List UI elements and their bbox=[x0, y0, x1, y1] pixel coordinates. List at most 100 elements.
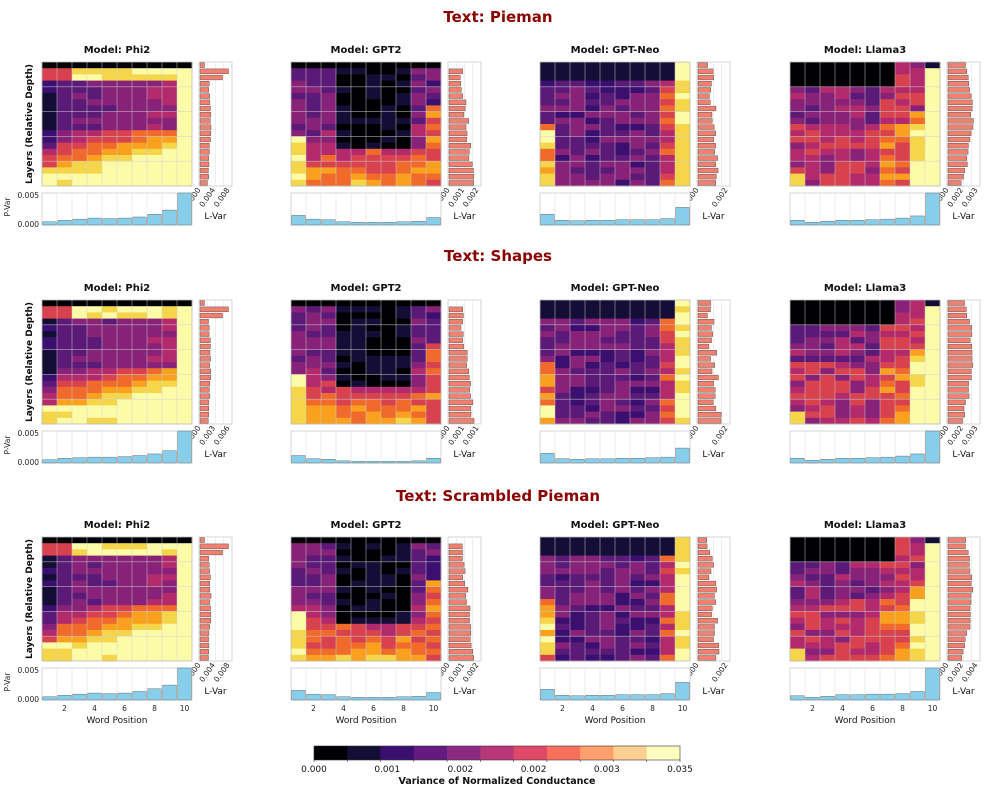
heatmap-cell bbox=[321, 568, 337, 575]
heatmap-cell bbox=[366, 362, 382, 369]
heatmap-cell bbox=[645, 374, 661, 381]
heatmap-cell bbox=[396, 617, 412, 625]
heatmap-cell bbox=[925, 592, 941, 600]
pvar-bar bbox=[645, 457, 660, 464]
lvar-bar bbox=[448, 149, 470, 155]
heatmap-cell bbox=[117, 74, 133, 81]
heatmap-cell bbox=[396, 561, 412, 569]
heatmap-cell bbox=[426, 99, 442, 106]
heatmap-cell bbox=[600, 411, 616, 419]
lvar-bar bbox=[947, 636, 966, 642]
heatmap-cell bbox=[570, 374, 586, 381]
heatmap-cell bbox=[72, 586, 88, 594]
heatmap-cell bbox=[351, 179, 367, 187]
heatmap-cell bbox=[366, 617, 382, 625]
heatmap-cell bbox=[880, 306, 896, 313]
heatmap-cell bbox=[645, 362, 661, 369]
heatmap-cell bbox=[351, 142, 367, 150]
heatmap-cell bbox=[306, 355, 322, 363]
heatmap-cell bbox=[306, 592, 322, 600]
heatmap-cell bbox=[880, 399, 896, 406]
heatmap-cell bbox=[600, 111, 616, 119]
lvar-bar bbox=[448, 549, 463, 556]
lvar-bar bbox=[448, 381, 471, 387]
heatmap-cell bbox=[336, 142, 352, 150]
heatmap-cell bbox=[925, 636, 941, 643]
heatmap-cell bbox=[336, 411, 352, 419]
heatmap-cell bbox=[615, 411, 631, 419]
heatmap-cell bbox=[895, 580, 911, 587]
heatmap-cell bbox=[57, 306, 73, 313]
heatmap-cell bbox=[570, 155, 586, 162]
heatmap-cell bbox=[630, 331, 646, 338]
colorbar-tick-label: 0.002 bbox=[521, 765, 547, 775]
heatmap-cell bbox=[675, 179, 691, 187]
heatmap-cell bbox=[132, 648, 148, 656]
heatmap-cell bbox=[540, 586, 556, 594]
heatmap-cell bbox=[555, 179, 571, 187]
heatmap-cell bbox=[570, 368, 586, 375]
heatmap-cell bbox=[366, 161, 382, 168]
pvar-bar bbox=[925, 667, 940, 701]
word-tick: 4 bbox=[341, 704, 346, 713]
heatmap-cell bbox=[805, 393, 821, 400]
heatmap-cell bbox=[835, 574, 851, 581]
heatmap-cell bbox=[600, 86, 616, 94]
heatmap-cell bbox=[675, 124, 691, 131]
heatmap-cell bbox=[381, 161, 397, 168]
lvar-tick: 0.006 bbox=[212, 424, 232, 447]
heatmap-cell bbox=[72, 130, 88, 137]
heatmap-cell bbox=[630, 580, 646, 587]
lvar-bar bbox=[697, 130, 717, 136]
heatmap-cell bbox=[147, 324, 163, 332]
heatmap-cell bbox=[540, 349, 556, 357]
heatmap-cell bbox=[102, 117, 118, 125]
pvar-bar bbox=[660, 456, 675, 464]
heatmap-cell bbox=[117, 93, 133, 100]
pvar-bars bbox=[789, 192, 941, 226]
heatmap-cell bbox=[132, 599, 148, 606]
colorbar-tick-label: 0.035 bbox=[667, 765, 693, 775]
heatmap-cell bbox=[381, 179, 397, 187]
heatmap-cell bbox=[895, 337, 911, 344]
heatmap-cell bbox=[102, 337, 118, 344]
heatmap-cell bbox=[42, 68, 58, 75]
heatmap-cell bbox=[790, 161, 806, 168]
heatmap-cell bbox=[336, 549, 352, 556]
heatmap-cell bbox=[42, 411, 58, 419]
heatmap-cell bbox=[805, 80, 821, 88]
heatmap-cell bbox=[426, 306, 442, 313]
lvar-bar bbox=[947, 599, 972, 605]
heatmap-cell bbox=[336, 130, 352, 137]
heatmap-cell bbox=[645, 555, 661, 563]
heatmap-cell bbox=[630, 136, 646, 143]
heatmap bbox=[290, 299, 442, 425]
heatmap-cell bbox=[147, 380, 163, 388]
pvar-bar bbox=[555, 458, 570, 464]
pvar-bar bbox=[600, 458, 615, 464]
heatmap-cell bbox=[306, 417, 322, 425]
lvar-bar bbox=[947, 562, 970, 568]
heatmap-cell bbox=[336, 93, 352, 100]
heatmap-cell bbox=[880, 312, 896, 319]
heatmap-cell bbox=[72, 592, 88, 600]
heatmap-cell bbox=[630, 80, 646, 88]
heatmap-cell bbox=[660, 580, 676, 587]
heatmap-cell bbox=[42, 599, 58, 606]
heatmap-cell bbox=[396, 605, 412, 612]
heatmap-cell bbox=[291, 617, 307, 625]
heatmap-cell bbox=[925, 62, 941, 69]
heatmap-cell bbox=[895, 331, 911, 338]
heatmap-cell bbox=[835, 611, 851, 618]
model-title: Model: GPT-Neo bbox=[571, 45, 660, 56]
heatmap-cell bbox=[147, 99, 163, 106]
heatmap-cell bbox=[321, 543, 337, 550]
heatmap-cell bbox=[147, 417, 163, 425]
heatmap-cell bbox=[790, 331, 806, 338]
heatmap-cell bbox=[585, 161, 601, 168]
heatmap-cell bbox=[321, 312, 337, 319]
pvar-bar bbox=[675, 682, 690, 701]
lvar-bar bbox=[448, 143, 472, 149]
heatmap-cell bbox=[820, 111, 836, 119]
